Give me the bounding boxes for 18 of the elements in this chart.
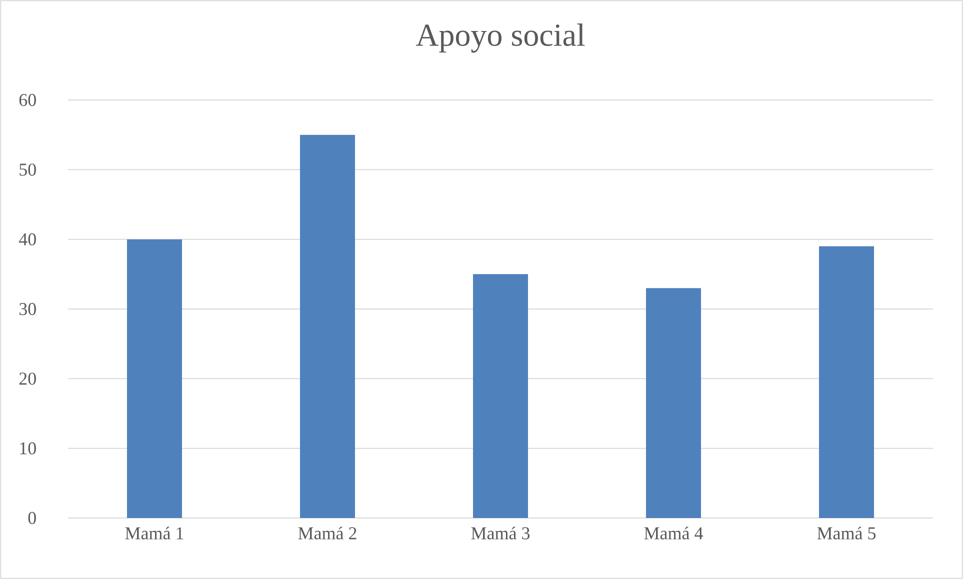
bar [300, 134, 355, 518]
y-tick-label: 30 [19, 302, 36, 316]
y-tick-label: 60 [19, 94, 36, 106]
x-tick-label: Mamá 5 [817, 526, 876, 540]
bar [646, 288, 701, 518]
x-tick-label: Mamá 1 [125, 526, 184, 540]
bar [819, 246, 874, 518]
bar [473, 274, 528, 518]
chart-title: Apoyo social [416, 24, 585, 53]
x-tick-label: Mamá 2 [298, 526, 356, 540]
y-tick-label: 40 [18, 233, 36, 246]
y-tick-label: 20 [19, 372, 36, 385]
x-tick-label: Mamá 3 [471, 526, 530, 540]
y-tick-label: 0 [28, 512, 36, 524]
y-tick-label: 50 [20, 164, 36, 176]
x-tick-label: Mamá 4 [644, 526, 703, 540]
bar [127, 239, 182, 518]
y-tick-label: 10 [20, 442, 36, 454]
